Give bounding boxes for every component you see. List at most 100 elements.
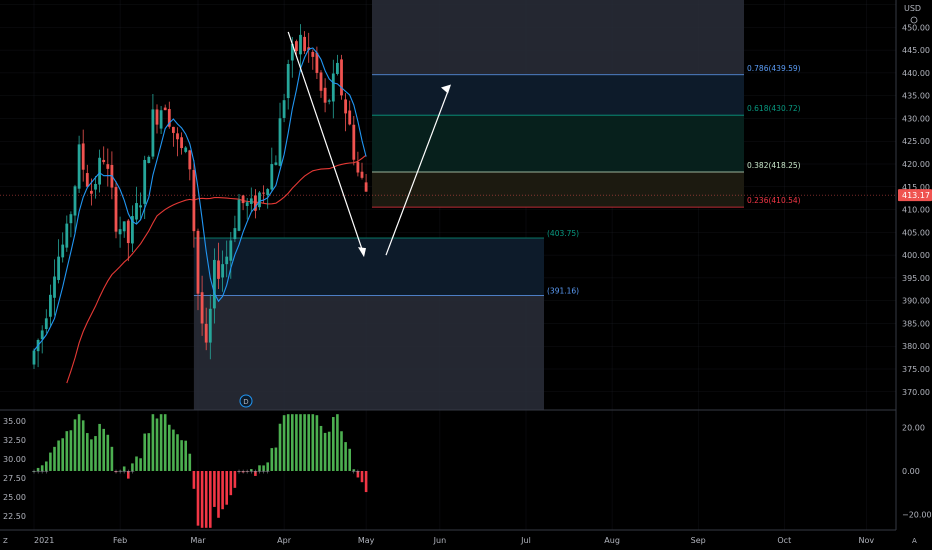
- candle-body: [155, 109, 159, 125]
- osc-bar: [303, 414, 306, 471]
- osc-bar: [77, 414, 81, 471]
- candle: [36, 338, 40, 368]
- candle-body: [81, 143, 85, 170]
- osc-bar: [217, 471, 220, 518]
- osc-zero-mark: +: [113, 469, 118, 476]
- osc-tick-label: 20.00: [902, 423, 925, 432]
- osc-zero-mark: +: [40, 469, 45, 476]
- candle: [204, 307, 208, 351]
- osc-bar: [118, 470, 122, 472]
- price-tick-label: 440.00: [902, 69, 930, 78]
- candle-body: [139, 205, 142, 208]
- range-box: [193, 238, 544, 296]
- candle-body: [290, 43, 294, 61]
- osc-bar: [131, 463, 134, 471]
- candle: [249, 187, 253, 212]
- candle-body: [221, 264, 224, 278]
- osc-bar: [155, 418, 159, 471]
- candle-body: [44, 318, 48, 330]
- fib-band: [372, 115, 744, 172]
- osc-zero-mark: +: [236, 469, 241, 476]
- osc-bar: [364, 471, 368, 493]
- candle-body: [331, 73, 335, 102]
- osc-bar: [360, 471, 364, 483]
- candle-body: [147, 156, 151, 163]
- price-tick-label: 400.00: [902, 251, 930, 260]
- candle-body: [352, 124, 356, 160]
- osc-bar: [286, 414, 290, 471]
- oscillator-layer: + + + + + + + + + + + + + + + + + + +: [0, 409, 896, 528]
- osc-bar: [176, 434, 179, 471]
- candle-body: [204, 323, 208, 343]
- labels-layer: 0.786(439.59) 0.618(430.72) 0.382(418.25) 0…: [3, 16, 918, 545]
- osc-bar: [332, 417, 335, 471]
- time-tick-label: Nov: [858, 536, 874, 545]
- osc-bar: [327, 431, 331, 471]
- time-tick-label: Aug: [604, 536, 620, 545]
- candle-body: [319, 72, 323, 91]
- osc-bar: [122, 466, 126, 471]
- osc-zero-mark: +: [265, 469, 270, 476]
- candle-body: [40, 330, 44, 340]
- osc-bar: [102, 428, 105, 471]
- osc-bar: [278, 423, 282, 471]
- up-arrow-head: [441, 84, 451, 94]
- candle: [241, 194, 245, 211]
- current-price-label: 413.17: [902, 191, 930, 200]
- candle: [57, 239, 60, 284]
- osc-bar: [184, 440, 187, 471]
- osc-bar: [311, 414, 315, 471]
- osc-bar: [340, 431, 343, 471]
- candle: [245, 197, 249, 220]
- price-tick-label: 425.00: [902, 137, 930, 146]
- price-tick-label: 450.00: [902, 23, 930, 32]
- osc-bar: [106, 434, 110, 471]
- osc-bar: [196, 471, 200, 526]
- osc-zero-mark: +: [241, 469, 246, 476]
- osc-bar: [110, 446, 114, 471]
- price-tick-label: 385.00: [902, 319, 930, 328]
- candle: [106, 148, 110, 187]
- osc-bar: [98, 423, 101, 471]
- candle: [61, 232, 65, 263]
- time-tick-label: Mar: [190, 536, 206, 545]
- candle-body: [114, 187, 118, 232]
- candle: [65, 215, 69, 252]
- osc-bar: [81, 420, 85, 471]
- time-tick-label: 2021: [34, 536, 54, 545]
- candle: [139, 192, 142, 221]
- ma-slow-path: [66, 154, 367, 384]
- osc-bar: [245, 471, 249, 472]
- osc-bar: [114, 471, 118, 473]
- osc-bar: [315, 415, 319, 471]
- candle: [229, 231, 233, 279]
- ma-fast-line: [33, 47, 367, 351]
- osc-bar: [147, 433, 151, 471]
- candle: [299, 24, 302, 72]
- candle-body: [32, 350, 36, 365]
- osc-bar: [40, 465, 44, 471]
- price-tick-label: 430.00: [902, 114, 930, 123]
- range-bottom-label: (391.16): [547, 286, 579, 295]
- osc-bar: [204, 471, 208, 528]
- candle: [131, 205, 134, 252]
- osc-left-label: 35.00: [3, 417, 26, 426]
- osc-bar: [299, 414, 302, 471]
- time-tick-label: Jun: [433, 536, 447, 545]
- candle-body: [303, 36, 306, 52]
- candle: [233, 215, 237, 243]
- osc-bar: [168, 424, 171, 471]
- price-tick-label: 410.00: [902, 206, 930, 215]
- candle-body: [90, 190, 93, 194]
- osc-zero-mark: +: [36, 469, 41, 476]
- price-tick-label: 370.00: [902, 388, 930, 397]
- settings-icon: [910, 16, 918, 24]
- ma-slow-line: [66, 154, 367, 384]
- candle-body: [266, 189, 270, 196]
- arrows-layer: [287, 31, 451, 258]
- fib-label: 0.236(410.54): [747, 196, 801, 205]
- osc-bar: [323, 432, 327, 471]
- candle: [307, 32, 311, 63]
- candle: [163, 104, 167, 111]
